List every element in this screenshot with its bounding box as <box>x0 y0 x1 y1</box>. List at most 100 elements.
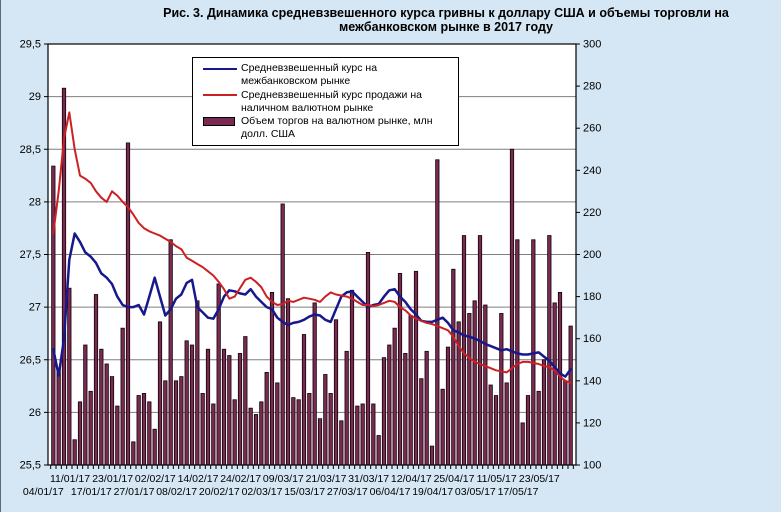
volume-bar <box>408 315 413 466</box>
x-axis-date-label: 27/03/17 <box>327 486 368 498</box>
volume-bar <box>413 270 419 466</box>
volume-bar-sample-icon <box>203 115 241 128</box>
volume-bar <box>253 414 259 466</box>
volume-bar <box>419 378 424 466</box>
cash-line-sample-icon <box>203 89 241 102</box>
legend-label-interbank: Средневзвешенный курс на межбанковском р… <box>241 62 378 87</box>
volume-bar <box>264 371 269 466</box>
x-axis-date-label: 03/05/17 <box>455 486 496 498</box>
x-axis-date-label: 20/02/17 <box>199 486 240 498</box>
volume-bar <box>120 327 125 466</box>
y-left-axis-label: 29 <box>29 91 41 103</box>
volume-bar <box>189 344 195 466</box>
x-axis-date-label: 31/03/17 <box>348 473 389 485</box>
volume-bar <box>520 422 525 466</box>
y-right-axis-label: 300 <box>583 39 601 51</box>
volume-bar <box>131 441 136 466</box>
volume-bar <box>93 294 99 466</box>
volume-bar <box>429 445 435 466</box>
volume-bar <box>435 159 440 466</box>
volume-bar <box>163 380 168 466</box>
volume-bar <box>547 235 552 466</box>
y-left-axis-label: 26 <box>29 407 41 419</box>
y-right-axis-label: 220 <box>583 207 601 219</box>
window-left-edge <box>0 0 1 512</box>
volume-bar <box>184 340 189 466</box>
x-axis-date-label: 14/02/17 <box>178 473 219 485</box>
volume-bar <box>403 353 408 466</box>
legend-label-volume: Объем торгов на валютном рынке, млн долл… <box>241 115 433 141</box>
volume-bar <box>77 401 83 466</box>
x-axis-date-label: 17/05/17 <box>498 486 539 498</box>
volume-bar <box>349 289 355 466</box>
x-axis-date-label: 27/01/17 <box>114 486 155 498</box>
y-left-axis-label: 28,5 <box>20 144 41 156</box>
y-right-axis-label: 260 <box>583 123 601 135</box>
volume-bar <box>179 376 184 466</box>
y-left-axis-label: 25,5 <box>20 460 41 472</box>
volume-bar <box>499 313 504 466</box>
y-left-axis-label: 29,5 <box>20 39 41 51</box>
volume-bar <box>536 390 541 466</box>
interbank-line-sample-icon <box>203 62 241 75</box>
interbank-rate-line <box>52 232 572 378</box>
x-axis-date-label: 24/02/17 <box>220 473 261 485</box>
volume-bar <box>168 239 173 466</box>
volume-bar <box>552 302 557 466</box>
volume-bar <box>397 273 403 466</box>
volume-bar <box>445 346 451 466</box>
x-axis-date-label: 02/03/17 <box>242 486 283 498</box>
volume-bar <box>157 321 163 466</box>
volume-bar <box>323 374 328 466</box>
volume-bar <box>221 348 227 466</box>
volume-bar <box>365 251 371 466</box>
cash-rate-line <box>52 111 572 384</box>
legend: Средневзвешенный курс на межбанковском р… <box>192 57 459 146</box>
volume-bar <box>328 393 333 466</box>
y-right-axis-label: 100 <box>583 460 601 472</box>
volume-bar <box>525 395 531 466</box>
volume-bar <box>541 359 547 466</box>
volume-bar <box>333 319 339 466</box>
volume-bar <box>248 407 253 466</box>
x-axis-date-label: 11/05/17 <box>477 473 517 485</box>
volume-bar <box>147 401 152 466</box>
volume-bar <box>195 300 200 466</box>
volume-bar <box>56 367 61 466</box>
volume-bar <box>509 148 515 466</box>
volume-bar <box>344 350 349 466</box>
y-right-axis-label: 160 <box>583 333 601 345</box>
x-axis-date-label: 11/01/17 <box>50 473 90 485</box>
x-axis-date-label: 08/02/17 <box>156 486 197 498</box>
volume-bar <box>67 287 72 466</box>
volume-bar <box>360 403 365 466</box>
x-axis-date-label: 21/03/17 <box>306 473 347 485</box>
volume-bar <box>339 420 344 466</box>
volume-bar <box>392 327 397 466</box>
volume-bar <box>477 235 483 466</box>
volume-bar <box>371 403 376 466</box>
volume-bar <box>51 165 56 466</box>
volume-bar <box>312 302 317 466</box>
volume-bar <box>136 395 141 466</box>
volume-bar <box>301 334 307 466</box>
x-axis-date-label: 17/01/17 <box>71 486 112 498</box>
volume-bar <box>173 380 179 466</box>
volume-bar <box>381 357 387 466</box>
y-left-axis-label: 28 <box>29 196 41 208</box>
x-axis-date-label: 23/05/17 <box>519 473 560 485</box>
x-axis-date-label: 02/02/17 <box>135 473 176 485</box>
volume-bar <box>200 393 205 466</box>
x-axis-date-label: 04/01/17 <box>23 486 64 498</box>
y-left-axis-label: 27 <box>29 302 41 314</box>
y-right-axis-label: 240 <box>583 165 601 177</box>
volume-bar <box>317 418 323 466</box>
volume-bar <box>275 382 280 466</box>
y-right-axis-label: 140 <box>583 375 601 387</box>
volume-bar <box>227 355 232 466</box>
volume-bar <box>109 376 115 466</box>
volume-bar <box>115 405 120 466</box>
volume-bar <box>296 399 301 466</box>
volume-bar <box>424 350 429 466</box>
volume-bar <box>483 304 488 466</box>
